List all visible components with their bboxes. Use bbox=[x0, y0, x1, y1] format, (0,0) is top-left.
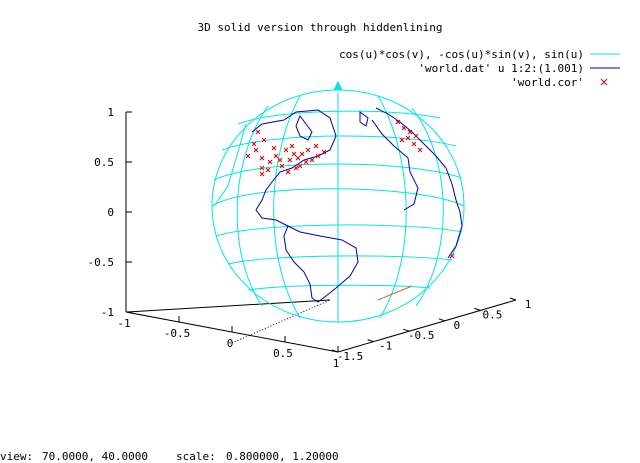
world-cor-point bbox=[291, 151, 297, 157]
x-tick-label: -0.5 bbox=[164, 327, 191, 340]
world-cor-point bbox=[271, 145, 277, 151]
world-cor-point bbox=[245, 153, 251, 159]
y-tick-label: -1.5 bbox=[337, 350, 364, 363]
world-cor-point bbox=[251, 141, 257, 147]
z-tick-label: 0.5 bbox=[94, 156, 114, 169]
world-cor-point bbox=[279, 163, 285, 169]
world-cor-point bbox=[395, 119, 401, 125]
world-cor-point bbox=[401, 125, 407, 131]
y-tick-mark bbox=[367, 339, 374, 343]
legend-entry-world-dat: 'world.dat' u 1:2:(1.001) bbox=[418, 62, 584, 75]
world-cor-point bbox=[405, 135, 411, 141]
base-dotted-line bbox=[231, 299, 331, 344]
sphere-meridian-2 bbox=[236, 105, 269, 307]
legend-entry-sphere: cos(u)*cos(v), -cos(u)*sin(v), sin(u) bbox=[339, 48, 584, 61]
status-scale-label: scale: bbox=[176, 450, 216, 463]
status-scale-value: 0.800000, 1.20000 bbox=[226, 450, 339, 463]
coastline-eurasia bbox=[375, 107, 463, 259]
legend-swatch-world-cor bbox=[600, 78, 608, 86]
x-axis-ticks: -1 -0.5 0 0.5 1 bbox=[117, 306, 339, 370]
legend-entry-world-cor: 'world.cor' bbox=[511, 76, 584, 89]
sphere-latitude-2 bbox=[221, 135, 457, 151]
world-cor-point bbox=[259, 171, 265, 177]
world-cor-point bbox=[305, 147, 311, 153]
sphere-meridian-1 bbox=[273, 95, 301, 319]
sphere-meridian-4 bbox=[411, 107, 444, 307]
world-cor-point bbox=[407, 129, 413, 135]
world-cor-point bbox=[449, 253, 455, 259]
status-view-label: view: bbox=[0, 450, 33, 463]
sphere-meridian-5 bbox=[213, 123, 247, 207]
world-cor-point bbox=[287, 157, 293, 163]
world-cor-point bbox=[273, 153, 279, 159]
y-tick-label: 1 bbox=[525, 298, 532, 311]
x-tick-label: -1 bbox=[117, 317, 130, 330]
sphere-pole-arrow bbox=[333, 80, 343, 91]
world-cor-point bbox=[315, 153, 321, 159]
sphere-latitude-1 bbox=[213, 163, 463, 181]
y-tick-label: -0.5 bbox=[408, 329, 435, 342]
y-tick-label: -1 bbox=[379, 340, 392, 353]
sphere-latitude-4 bbox=[215, 224, 463, 237]
x-tick-label: 0.5 bbox=[273, 347, 293, 360]
world-cor-point bbox=[297, 163, 303, 169]
y-axis-ticks: -1.5 -1 -0.5 0 0.5 1 bbox=[331, 297, 532, 363]
world-cor-point bbox=[321, 149, 327, 155]
world-cor-point bbox=[259, 155, 265, 161]
world-cor-point bbox=[309, 157, 315, 163]
legend: cos(u)*cos(v), -cos(u)*sin(v), sin(u) 'w… bbox=[339, 48, 620, 89]
world-cor-point bbox=[299, 151, 305, 157]
world-cor-point bbox=[399, 137, 405, 143]
world-cor-point bbox=[255, 129, 261, 135]
z-tick-label: -1 bbox=[101, 306, 114, 319]
y-tick-mark bbox=[331, 349, 339, 353]
y-axis-line bbox=[337, 299, 517, 353]
y-tick-mark bbox=[438, 318, 445, 322]
x-tick-label: 1 bbox=[333, 357, 340, 370]
sphere-equator bbox=[211, 188, 465, 207]
world-cor-point bbox=[285, 169, 291, 175]
sphere-latitude-3 bbox=[237, 110, 441, 125]
sphere-meridian-3 bbox=[377, 95, 407, 319]
world-cor-point bbox=[303, 159, 309, 165]
coastline-antarctica bbox=[377, 285, 413, 301]
coastline-greenland bbox=[295, 114, 313, 141]
sphere-latitude-5 bbox=[227, 255, 453, 265]
z-tick-label: 0 bbox=[107, 206, 114, 219]
coastline-south-america bbox=[283, 225, 359, 303]
world-cor-points bbox=[245, 119, 455, 259]
world-cor-point bbox=[417, 147, 423, 153]
y-tick-mark bbox=[509, 297, 517, 301]
status-view-value: 70.0000, 40.0000 bbox=[42, 450, 148, 463]
world-cor-point bbox=[289, 143, 295, 149]
world-cor-point bbox=[411, 141, 417, 147]
world-cor-point bbox=[313, 143, 319, 149]
world-cor-point bbox=[295, 155, 301, 161]
world-cor-point bbox=[413, 133, 419, 139]
z-tick-label: -0.5 bbox=[88, 256, 115, 269]
world-cor-point bbox=[265, 167, 271, 173]
world-cor-point bbox=[267, 159, 273, 165]
coastline-island bbox=[359, 111, 369, 127]
y-tick-label: 0 bbox=[453, 319, 460, 332]
axes bbox=[125, 112, 517, 353]
world-cor-point bbox=[261, 137, 267, 143]
z-axis-ticks: -1 -0.5 0 0.5 1 bbox=[88, 106, 132, 319]
coastline-europe-africa bbox=[371, 119, 419, 211]
y-tick-mark bbox=[403, 328, 410, 332]
base-back-edge-left bbox=[125, 299, 331, 313]
world-cor-point bbox=[253, 147, 259, 153]
z-tick-label: 1 bbox=[107, 106, 114, 119]
x-tick-label: 0 bbox=[227, 337, 234, 350]
world-cor-point bbox=[277, 157, 283, 163]
sphere-graticule bbox=[211, 80, 465, 323]
y-tick-mark bbox=[474, 307, 481, 311]
chart-title: 3D solid version through hiddenlining bbox=[197, 21, 442, 34]
y-tick-label: 0.5 bbox=[482, 308, 502, 321]
world-cor-point bbox=[283, 147, 289, 153]
sphere-latitude-6 bbox=[247, 284, 431, 291]
world-cor-point bbox=[293, 165, 299, 171]
world-cor-point bbox=[259, 165, 265, 171]
